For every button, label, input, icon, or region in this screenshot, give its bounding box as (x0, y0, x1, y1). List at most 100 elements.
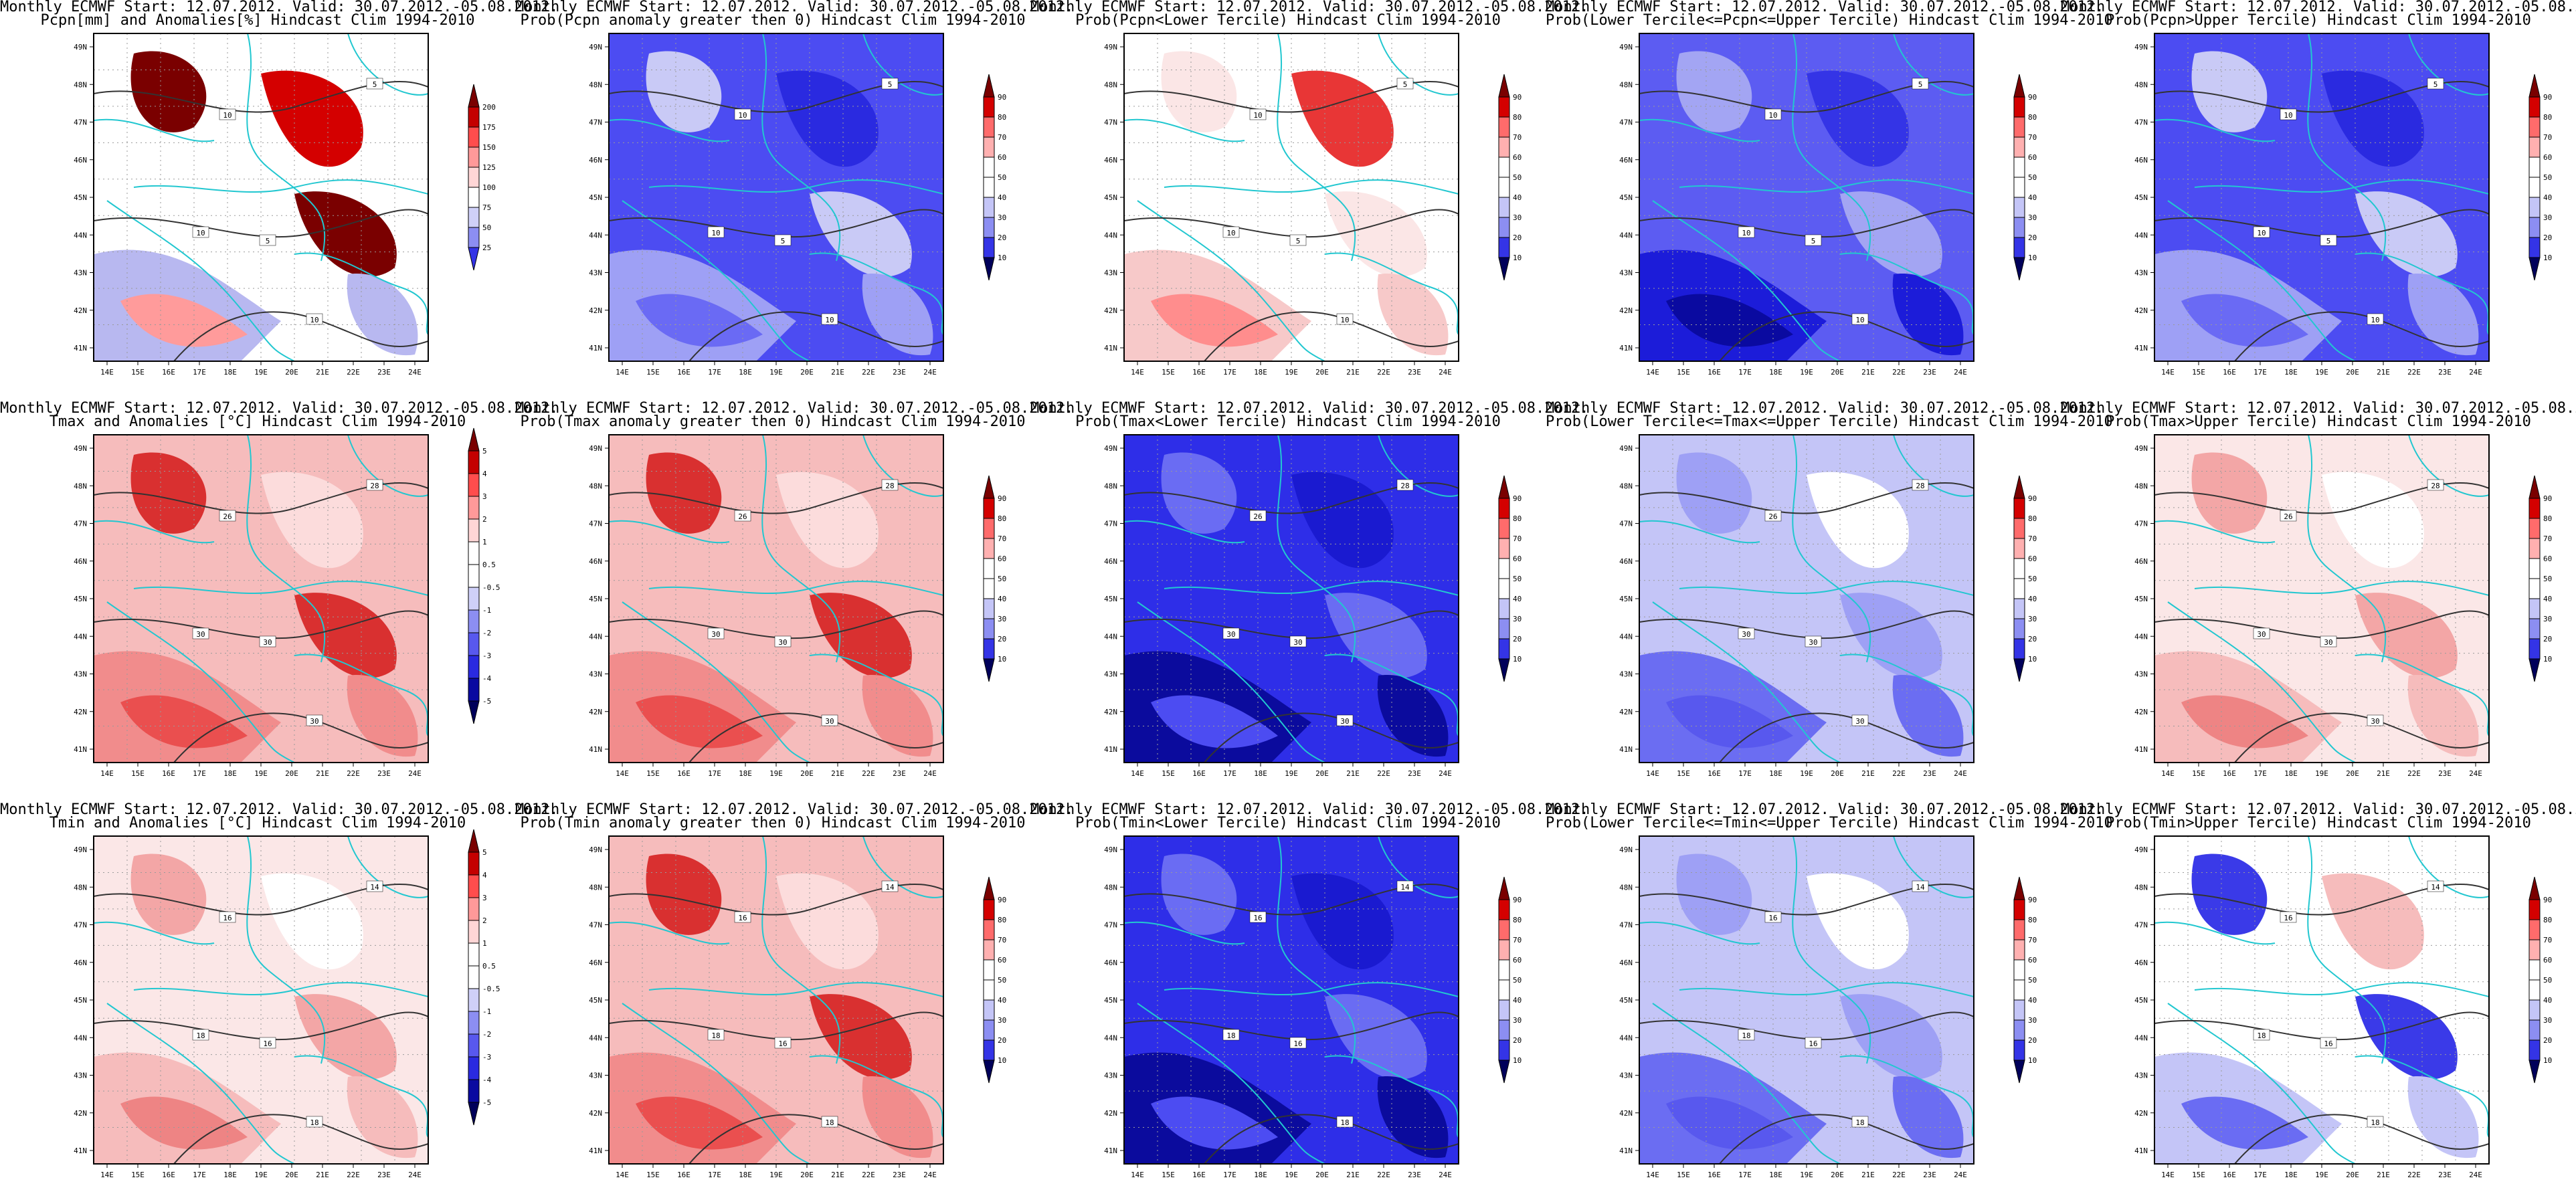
shaded-region (2407, 675, 2479, 757)
colorbar-label: 40 (2028, 996, 2037, 1005)
panel-subtitle: Prob(Pcpn<Lower Tercile) Hindcast Clim 1… (1075, 12, 1501, 29)
shaded-region (862, 1076, 933, 1159)
latitude-label: 47N (1104, 921, 1117, 930)
latitude-label: 49N (1104, 845, 1117, 854)
longitude-label: 18E (739, 1171, 752, 1179)
panel-header: Monthly ECMWF Start: 12.07.2012. Valid: … (1030, 400, 1589, 417)
longitude-label: 15E (1162, 769, 1175, 778)
latitude-label: 49N (2134, 845, 2148, 854)
contour-label: 28 (1400, 482, 1409, 490)
longitude-label: 22E (1892, 368, 1906, 377)
colorbar-label: 2 (482, 515, 487, 524)
latitude-label: 42N (1619, 1109, 1633, 1118)
longitude-label: 24E (408, 1171, 422, 1179)
panel-subtitle: Tmin and Anomalies [°C] Hindcast Clim 19… (49, 815, 466, 831)
longitude-label: 18E (739, 368, 752, 377)
longitude-label: 24E (2469, 1171, 2482, 1179)
colorbar-label: -0.5 (482, 985, 500, 993)
map-panel: Monthly ECMWF Start: 12.07.2012. Valid: … (2061, 803, 2576, 1204)
contour-label: 10 (310, 316, 318, 324)
colorbar-label: 0.5 (482, 561, 496, 569)
panel-header: Monthly ECMWF Start: 12.07.2012. Valid: … (2061, 801, 2576, 818)
country-border (809, 654, 943, 736)
longitude-label: 14E (616, 769, 629, 778)
shaded-region (130, 854, 207, 935)
colorbar-label: 50 (998, 976, 1006, 985)
contour-label: 14 (1916, 883, 1925, 892)
contour-label: 26 (1253, 512, 1262, 521)
contour-label: 5 (888, 80, 893, 89)
latitude-label: 42N (589, 708, 602, 716)
map-panel: Monthly ECMWF Start: 12.07.2012. Valid: … (515, 0, 1073, 401)
longitude-label: 22E (1377, 769, 1390, 778)
country-border (761, 33, 841, 262)
country-border (106, 1003, 295, 1164)
longitude-label: 20E (800, 368, 814, 377)
latitude-label: 41N (589, 344, 602, 353)
colorbar-label: 50 (2028, 173, 2037, 182)
latitude-label: 44N (74, 231, 87, 239)
colorbar-label: 10 (2028, 1056, 2037, 1065)
longitude-label: 23E (893, 1171, 906, 1179)
longitude-label: 19E (2315, 1171, 2328, 1179)
latitude-label: 42N (1104, 708, 1117, 716)
colorbar-label: 5 (482, 848, 487, 857)
colorbar-label: 10 (998, 1056, 1006, 1065)
latitude-label: 49N (74, 444, 87, 453)
map-plot: 26 30 30 28 30 49N 48N 47N 46N 45N 44N 43N 42N 41N 14E… (1104, 434, 1522, 778)
contour-label: 18 (1340, 1118, 1349, 1127)
latitude-label: 47N (2134, 118, 2148, 127)
latitude-label: 47N (1104, 520, 1117, 528)
longitude-label: 22E (347, 769, 360, 778)
longitude-label: 14E (1646, 769, 1659, 778)
latitude-label: 45N (2134, 996, 2148, 1005)
latitude-label: 47N (589, 921, 602, 930)
colorbar-label: 50 (2543, 173, 2552, 182)
colorbar-label: -3 (482, 1053, 491, 1062)
longitude-label: 14E (1131, 368, 1144, 377)
country-border (1124, 118, 1245, 142)
panel-subtitle: Pcpn[mm] and Anomalies[%] Hindcast Clim … (40, 12, 475, 29)
colorbar-label: 40 (2028, 193, 2037, 202)
map-panel: Monthly ECMWF Start: 12.07.2012. Valid: … (0, 803, 558, 1204)
longitude-label: 16E (677, 1171, 691, 1179)
colorbar: 90 80 70 60 50 40 30 20 10 (983, 475, 1006, 682)
latitude-label: 48N (74, 883, 87, 892)
contour-label: 10 (1855, 316, 1864, 324)
colorbar: 90 80 70 60 50 40 30 20 10 (2528, 74, 2552, 281)
latitude-label: 45N (1619, 996, 1633, 1005)
colorbar-label: 2 (482, 916, 487, 925)
panel-header: Monthly ECMWF Start: 12.07.2012. Valid: … (0, 400, 559, 417)
colorbar: 90 80 70 60 50 40 30 20 10 (1498, 74, 1522, 281)
colorbar-label: 1 (482, 939, 487, 948)
contour-label: 28 (370, 482, 379, 490)
longitude-label: 18E (223, 769, 237, 778)
colorbar-label: 80 (2028, 916, 2037, 924)
shaded-region (1666, 695, 1793, 748)
shaded-region (646, 51, 722, 132)
colorbar-label: 10 (998, 254, 1006, 262)
country-border (2154, 921, 2276, 945)
shaded-region (120, 695, 248, 748)
longitude-label: 16E (1708, 1171, 1721, 1179)
longitude-label: 20E (800, 1171, 814, 1179)
shaded-region (646, 854, 722, 935)
country-border (1652, 601, 1841, 763)
longitude-label: 20E (285, 769, 298, 778)
latitude-label: 46N (1619, 557, 1633, 566)
colorbar-label: 80 (998, 916, 1006, 924)
latitude-label: 43N (589, 269, 602, 278)
contour-label: 16 (1768, 914, 1777, 922)
longitude-label: 18E (223, 1171, 237, 1179)
country-border (94, 520, 215, 544)
longitude-label: 18E (1769, 769, 1782, 778)
contour-line (609, 482, 943, 514)
latitude-label: 45N (1619, 595, 1633, 603)
latitude-label: 48N (1619, 80, 1633, 89)
latitude-label: 47N (74, 118, 87, 127)
colorbar-label: -0.5 (482, 583, 500, 592)
latitude-label: 41N (1619, 1146, 1633, 1155)
contour-line (1124, 610, 1459, 639)
country-border (94, 118, 215, 142)
map-plot: 16 18 18 14 16 49N 48N 47N 46N 45N 44N 43N 42N 41N 14E… (2134, 835, 2552, 1179)
